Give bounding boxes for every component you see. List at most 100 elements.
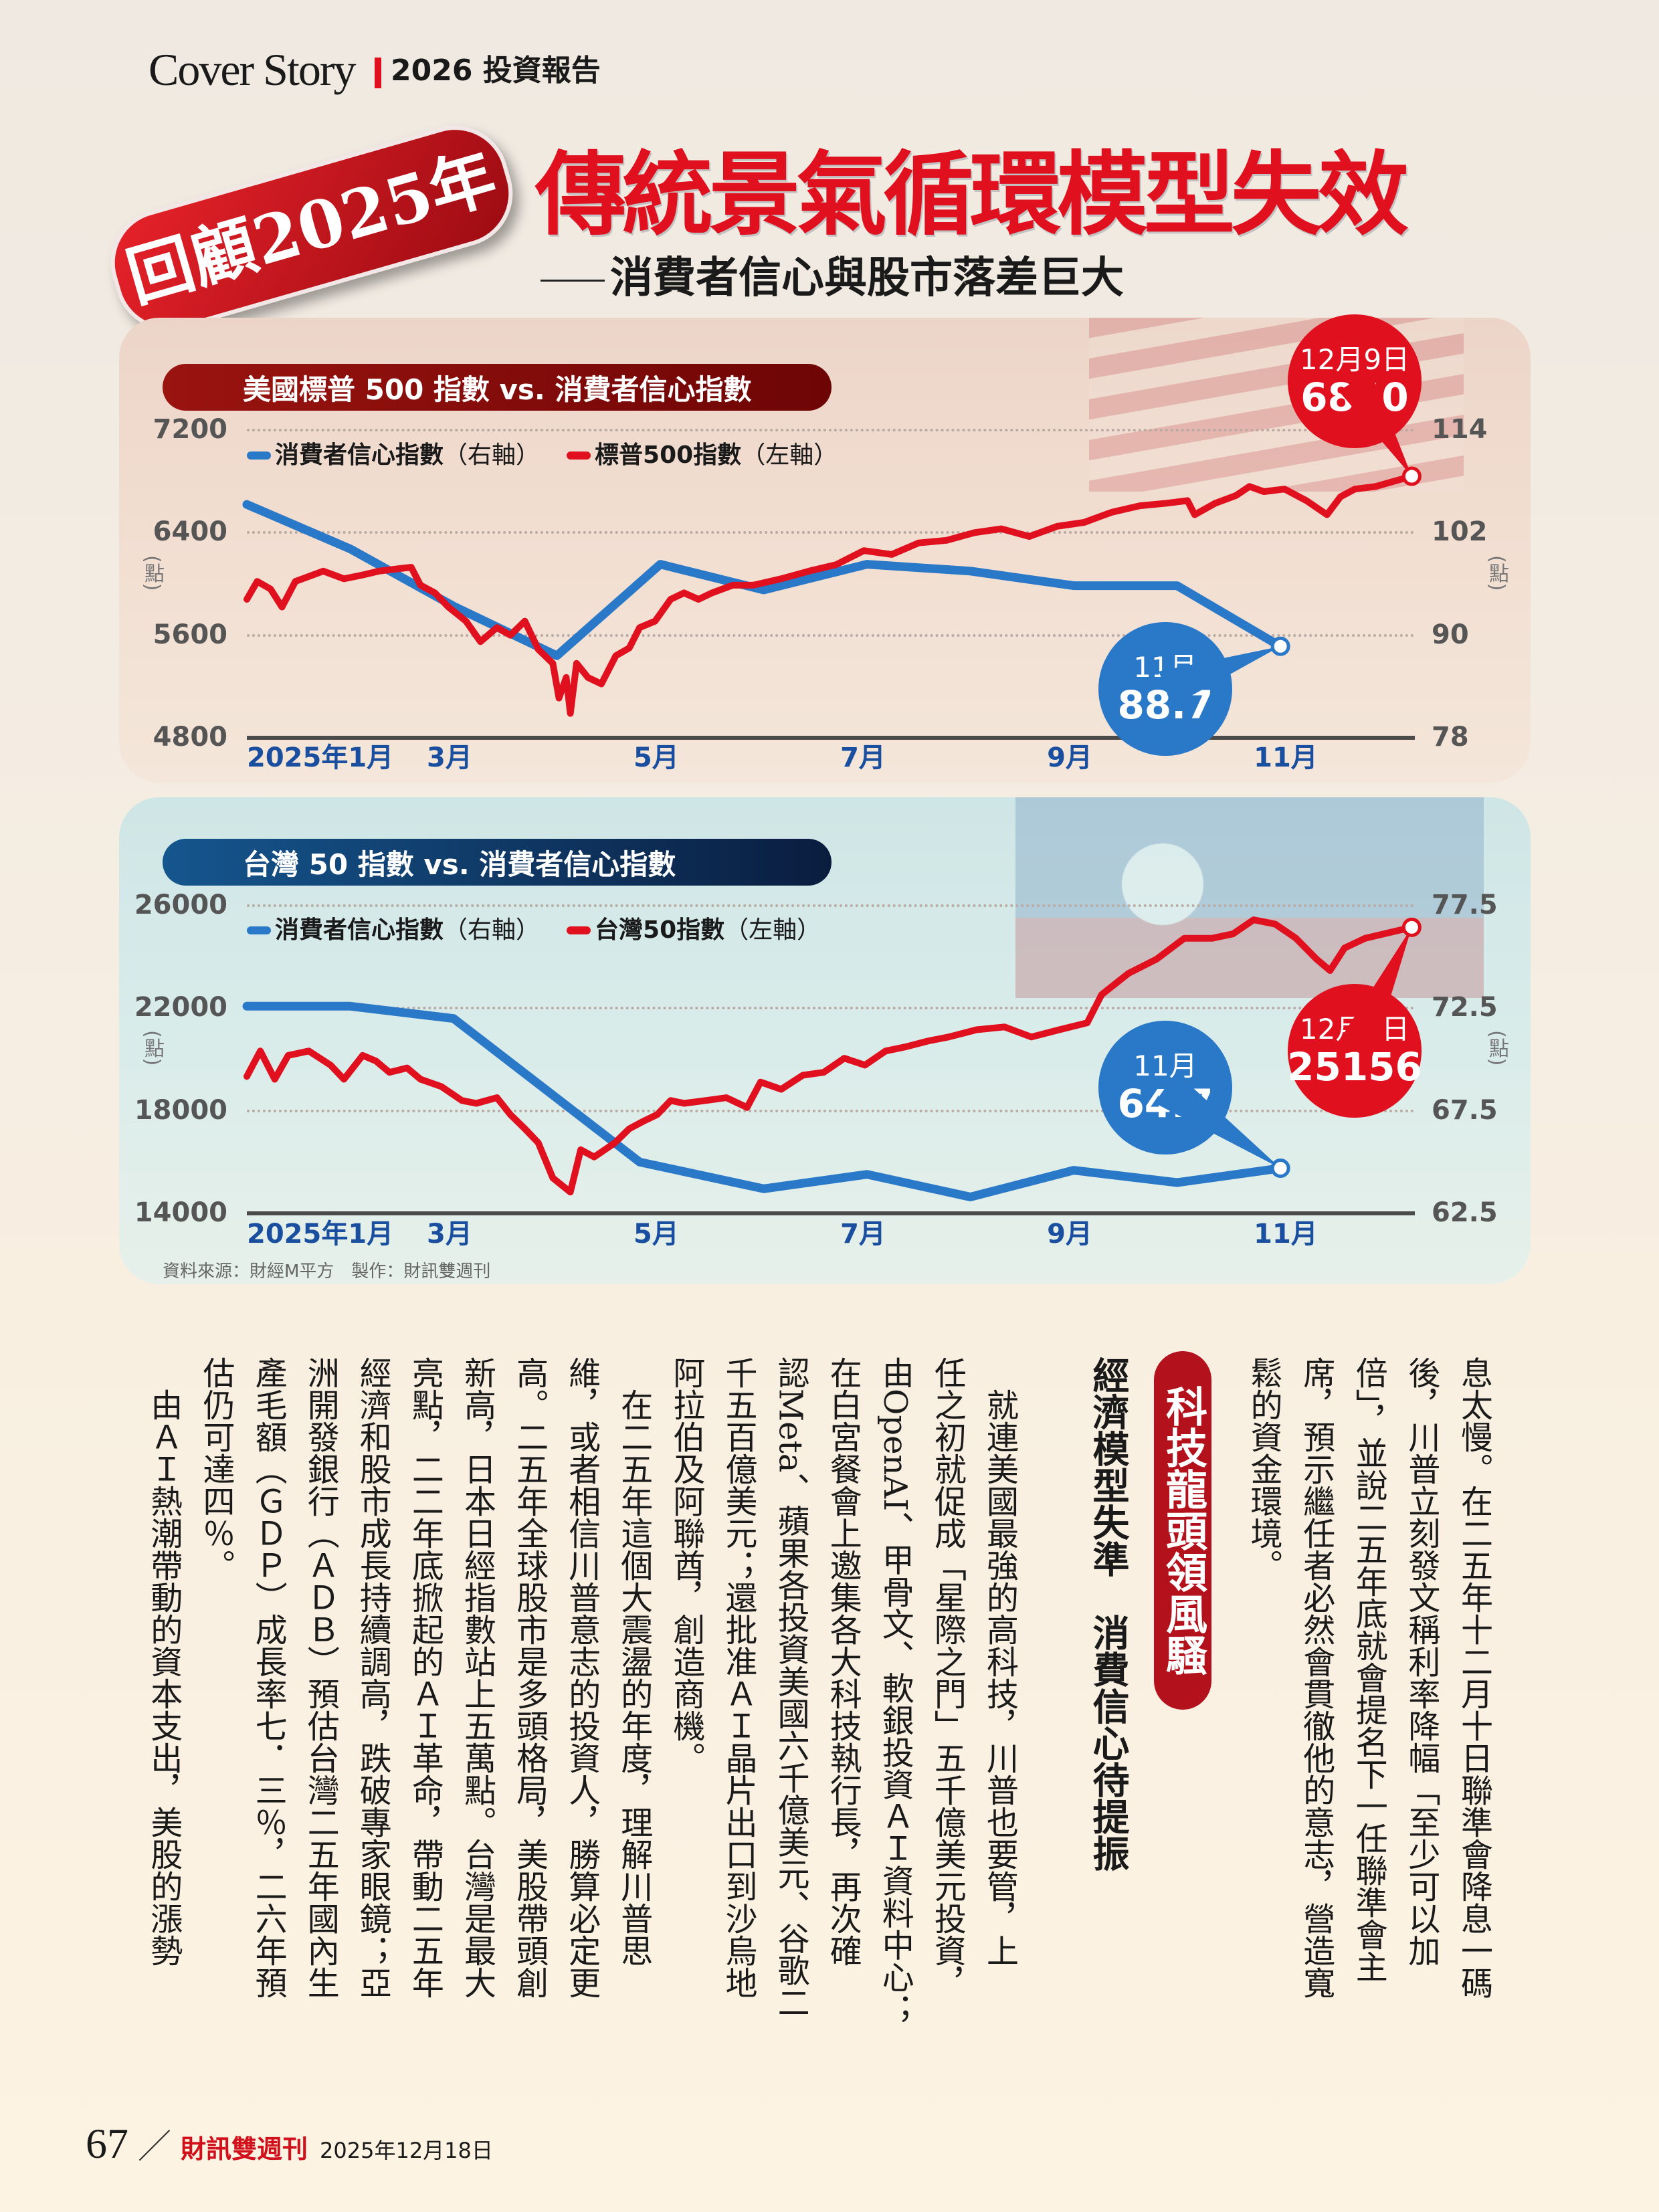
article-column: 任之初就促成「星際之門」五千億美元投資， <box>928 1356 966 1999</box>
callout-pointer <box>1339 371 1412 476</box>
year-badge-text: 回顧2025年 <box>118 138 505 317</box>
series-endpoint-marker <box>1270 636 1290 656</box>
legend-label: 標普500指數 <box>595 441 742 469</box>
x-tick-label: 3月 <box>427 742 472 773</box>
left-axis-unit: (點) <box>140 1030 164 1066</box>
left-tick-label: 26000 <box>134 890 227 920</box>
right-axis-unit: (點) <box>1485 1030 1508 1066</box>
x-tick-label: 3月 <box>427 1219 472 1249</box>
article-column: 新高，日本日經指數站上五萬點。台灣是最大 <box>458 1356 496 1999</box>
legend-swatch <box>247 451 271 460</box>
gridline <box>247 429 1415 431</box>
left-tick-label: 7200 <box>153 414 227 445</box>
legend-axis-note: （右軸） <box>444 916 541 944</box>
gridline <box>247 531 1415 534</box>
article-column: 阿拉伯及阿聯酋，創造商機。 <box>667 1356 705 1774</box>
series-endpoint-marker <box>1401 466 1422 486</box>
x-tick-label: 7月 <box>840 742 886 773</box>
article-column: 高。二五年全球股市是多頭格局，美股帶頭創 <box>510 1356 549 1999</box>
article-column: 由ＡＩ熱潮帶動的資本支出，美股的漲勢 <box>144 1356 183 1967</box>
article-column: 在白宮餐會上邀集各大科技執行長，再次確 <box>823 1356 862 1967</box>
us-chart-title: 美國標普 500 指數 vs. 消費者信心指數 <box>163 364 832 411</box>
legend-swatch <box>567 451 591 460</box>
section-heading: 科技龍頭領風騷 <box>1159 1385 1207 1676</box>
right-tick-label: 67.5 <box>1432 1094 1498 1126</box>
legend-axis-note: （左軸） <box>741 441 838 469</box>
right-tick-label: 90 <box>1432 619 1469 650</box>
article-column: 維，或者相信川普意志的投資人，勝算必定更 <box>563 1356 601 1999</box>
article-column: 就連美國最強的高科技，川普也要管，上 <box>981 1356 1018 1967</box>
issue-date: 2025年12月18日 <box>320 2138 493 2163</box>
article-column: 由OpenAI、甲骨文、軟銀投資ＡＩ資料中心； <box>876 1356 914 2025</box>
x-tick-label: 2025年1月 <box>247 742 394 773</box>
x-tick-label: 2025年1月 <box>247 1219 394 1249</box>
chart-source: 資料來源：財經M平方 製作：財訊雙週刊 <box>163 1262 491 1282</box>
x-tick-label: 9月 <box>1047 1219 1092 1249</box>
article-column: 經濟和股市成長持續調高，跌破專家眼鏡；亞 <box>353 1356 391 1999</box>
series-endpoint-marker <box>1401 917 1422 937</box>
article-column: 在二五年這個大震盪的年度，理解川普思 <box>615 1356 653 1967</box>
legend-swatch <box>247 926 271 934</box>
section-label: Cover Story <box>149 44 357 95</box>
legend-axis-note: （左軸） <box>724 916 821 944</box>
callout-value: 25156 <box>1287 1044 1422 1090</box>
gridline <box>247 1007 1415 1010</box>
dash-rule <box>541 279 605 282</box>
article-column: 估仍可達四％。 <box>197 1356 235 1581</box>
callout-date: 11月 <box>1133 1049 1197 1082</box>
legend-label: 台灣50指數 <box>595 916 725 944</box>
tw-flag-background <box>1015 797 1484 998</box>
page-title: 傳統景氣循環模型失效 <box>535 142 1409 248</box>
legend-label: 消費者信心指數 <box>275 916 444 944</box>
legend-swatch <box>567 926 591 934</box>
article-column: 鬆的資金環境。 <box>1244 1356 1282 1581</box>
gridline <box>247 904 1415 907</box>
x-tick-label: 5月 <box>633 742 679 773</box>
x-axis-baseline <box>247 736 1415 740</box>
issue-label: 2026 投資報告 <box>391 54 601 88</box>
article-column: 後，川普立刻發文稱利率降幅「至少可以加 <box>1402 1356 1440 1967</box>
right-tick-label: 78 <box>1432 722 1469 752</box>
index-series-line <box>243 916 1416 1196</box>
subtitle-text: 消費者信心與股市落差巨大 <box>610 254 1124 303</box>
article-column: 席，預示繼任者必然會貫徹他的意志，營造寬 <box>1297 1356 1335 1999</box>
plot-area <box>242 916 1422 1201</box>
x-tick-label: 11月 <box>1254 742 1318 773</box>
section-subheading: 經濟模型失準 消費信心待提振 <box>1086 1356 1129 1872</box>
x-tick-label: 9月 <box>1047 742 1092 773</box>
gridline <box>247 1109 1415 1112</box>
chart-legend: 消費者信心指數 （右軸） 台灣50指數 （左軸） <box>247 916 848 944</box>
right-tick-label: 72.5 <box>1432 992 1498 1023</box>
index-series-line <box>243 473 1416 717</box>
chart-legend: 消費者信心指數 （右軸） 標普500指數 （左軸） <box>247 441 864 470</box>
left-tick-label: 5600 <box>153 619 227 650</box>
gridline <box>247 633 1415 637</box>
left-tick-label: 6400 <box>153 516 227 548</box>
article-column: 千五百億美元；還批准ＡＩ晶片出口到沙烏地 <box>719 1356 757 1999</box>
right-tick-label: 114 <box>1432 414 1488 445</box>
callout-pointer <box>1154 1072 1281 1169</box>
article-column: 產毛額（ＧＤＰ）成長率七．三％，二六年預 <box>249 1356 287 1999</box>
left-tick-label: 4800 <box>153 722 227 752</box>
page-subtitle: 消費者信心與股市落差巨大 <box>541 254 1124 302</box>
article-column: 洲開發銀行（ＡＤＢ）預估台灣二五年國內生 <box>301 1356 339 1999</box>
section-heading-badge: 科技龍頭領風騷 <box>1154 1351 1211 1710</box>
x-axis-baseline <box>247 1211 1415 1215</box>
page-footer: 67 ／ 財訊雙週刊 2025年12月18日 <box>86 2119 493 2169</box>
callout-pointer <box>1337 927 1412 1059</box>
series-endpoint-marker <box>1270 1159 1290 1179</box>
left-axis-unit: (點) <box>140 555 164 591</box>
article-column: 亮點，二二年底掀起的ＡＩ革命，帶動二五年 <box>405 1356 444 1999</box>
header-divider <box>375 58 381 88</box>
article-column: 認Meta、蘋果各投資美國六千億美元、谷歌二 <box>771 1356 809 2019</box>
right-tick-label: 62.5 <box>1432 1197 1498 1228</box>
legend-label: 消費者信心指數 <box>275 441 444 469</box>
footer-slash: ／ <box>138 2127 171 2166</box>
right-axis-unit: (點) <box>1485 555 1508 591</box>
magazine-name: 財訊雙週刊 <box>181 2134 308 2164</box>
article-column: 息太慢。在二五年十二月十日聯準會降息一碼 <box>1455 1356 1492 1999</box>
legend-axis-note: （右軸） <box>444 441 541 469</box>
x-tick-label: 11月 <box>1254 1219 1318 1249</box>
callout-date: 12月9日 <box>1299 343 1410 376</box>
year-badge: 回顧2025年 <box>98 113 526 343</box>
